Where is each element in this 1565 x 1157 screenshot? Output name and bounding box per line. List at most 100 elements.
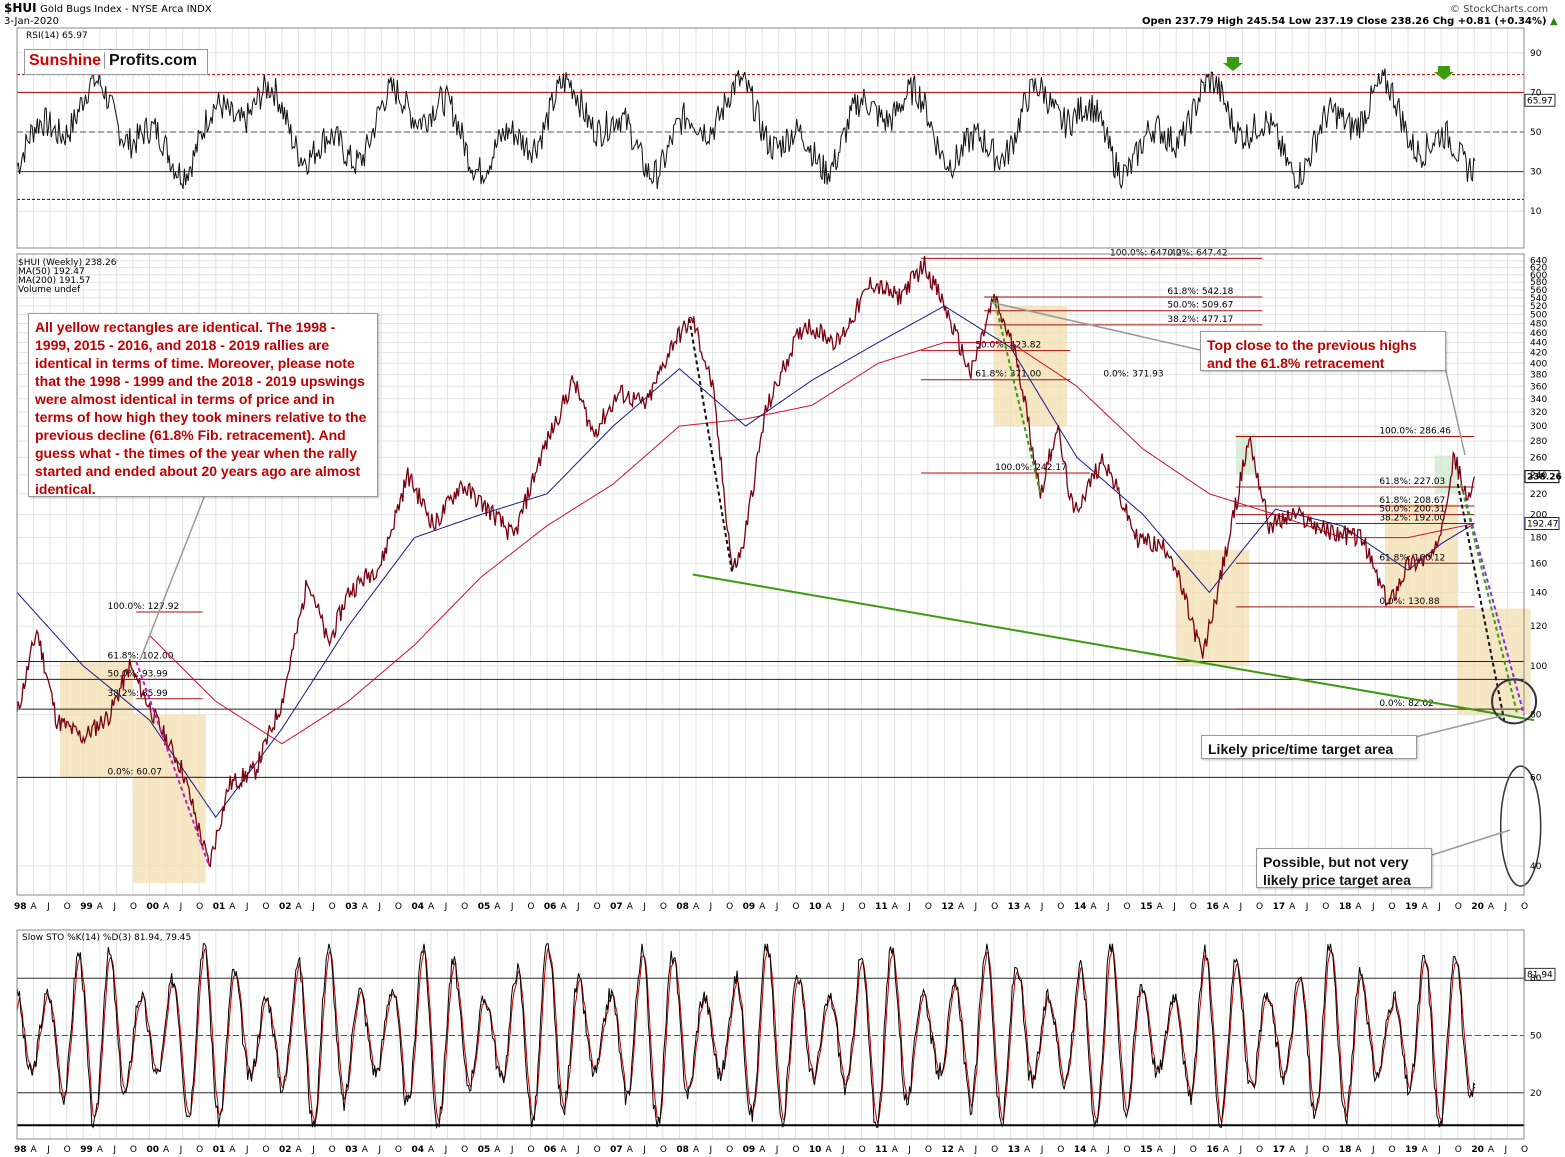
price-tick-label: 580 — [1530, 278, 1547, 288]
price-tick-label: 640 — [1530, 257, 1547, 267]
x-tick-label: 11 — [875, 1145, 888, 1155]
fib-label: 50.0%: 200.31 — [1379, 505, 1445, 515]
chart-header: $HUI Gold Bugs Index - NYSE Arca INDX — [4, 1, 212, 15]
x-tick-label: O — [1521, 1145, 1528, 1155]
x-tick-label: O — [329, 902, 336, 912]
x-tick-label: J — [1437, 1145, 1441, 1155]
x-tick-label: A — [1157, 1145, 1164, 1155]
x-tick-label: O — [1124, 1145, 1131, 1155]
x-tick-label: A — [627, 1145, 634, 1155]
x-tick-label: 15 — [1140, 902, 1153, 912]
time-window-rect — [132, 714, 206, 883]
x-tick-label: J — [245, 902, 249, 912]
x-tick-label: J — [112, 902, 116, 912]
x-tick-label: J — [709, 902, 713, 912]
sto-frame — [16, 929, 1525, 1140]
decline-dashed-purple — [135, 661, 211, 867]
x-tick-label: O — [726, 902, 733, 912]
last-price-box — [1524, 470, 1560, 484]
x-tick-label: A — [1090, 1145, 1097, 1155]
x-tick-label: 04 — [411, 1145, 424, 1155]
price-tick-label: 380 — [1530, 370, 1547, 380]
x-tick-label: A — [163, 902, 170, 912]
price-legend-entry: $HUI (Weekly) 238.26 — [18, 258, 117, 268]
x-tick-label: J — [1305, 1145, 1309, 1155]
x-tick-label: O — [527, 902, 534, 912]
watermark: © StockCharts.com — [1450, 4, 1549, 15]
price-tick-label: 420 — [1530, 349, 1547, 359]
x-tick-label: J — [841, 1145, 845, 1155]
x-tick-label: A — [560, 1145, 567, 1155]
callout-connector — [139, 494, 206, 661]
x-tick-label: J — [1172, 1145, 1176, 1155]
fib-label: 0.0%: 60.07 — [107, 767, 162, 777]
x-tick-label: J — [510, 1145, 514, 1155]
rsi-value-box — [1524, 93, 1556, 107]
x-tick-label: J — [1106, 1145, 1110, 1155]
fib-label: 0.0%: 130.88 — [1379, 597, 1440, 607]
x-tick-label: O — [262, 902, 269, 912]
axes: 9898AAJJOO9999AAJJOO0000AAJJOO0101AAJJOO… — [14, 27, 1547, 1155]
x-tick-label: A — [560, 902, 567, 912]
x-tick-label: 09 — [743, 902, 756, 912]
price-tick-label: 480 — [1530, 320, 1547, 330]
x-tick-label: 06 — [544, 902, 557, 912]
x-tick-label: 02 — [279, 1145, 292, 1155]
fib-label: 100.0%: 647.42 — [1110, 248, 1182, 258]
x-tick-label: O — [1322, 902, 1329, 912]
x-tick-label: A — [1090, 902, 1097, 912]
fib-label: 100.0%: 127.92 — [107, 602, 179, 612]
x-tick-label: A — [296, 1145, 303, 1155]
rsi-frame — [16, 27, 1525, 249]
x-tick-label: J — [576, 1145, 580, 1155]
price-tick-label: 540 — [1530, 294, 1547, 304]
x-tick-label: A — [494, 1145, 501, 1155]
sto-label: Slow STO %K(14) %D(3) 81.94, 79.45 — [22, 933, 191, 943]
x-tick-label: 05 — [478, 902, 491, 912]
x-tick-label: O — [792, 902, 799, 912]
x-tick-label: 18 — [1339, 1145, 1352, 1155]
x-tick-label: 17 — [1273, 902, 1286, 912]
rsi-line — [16, 67, 1476, 190]
x-tick-label: J — [775, 1145, 779, 1155]
fib-label: 0.0%: 647.42 — [1167, 248, 1227, 258]
x-tick-label: 05 — [478, 1145, 491, 1155]
ohlc-readout: Open 237.79 High 245.54 Low 237.19 Close… — [1142, 16, 1558, 27]
x-tick-label: A — [1355, 1145, 1362, 1155]
x-tick-label: A — [958, 1145, 965, 1155]
x-tick-label: O — [991, 1145, 998, 1155]
callout-connector — [1414, 714, 1506, 738]
fib-label: 38.2%: 477.17 — [1167, 315, 1233, 325]
sto-value-label: 81.94 — [1527, 970, 1553, 980]
rsi-tick-label: 90 — [1530, 49, 1542, 59]
rsi-tick-label: 70 — [1530, 88, 1542, 98]
x-tick-label: 16 — [1206, 1145, 1219, 1155]
price-tick-label: 280 — [1530, 437, 1547, 447]
ohlc-values: Open 237.79 High 245.54 Low 237.19 Close… — [1142, 16, 1547, 27]
price-tick-label: 400 — [1530, 359, 1547, 369]
x-tick-label: 01 — [213, 902, 226, 912]
x-tick-label: A — [627, 902, 634, 912]
last-price-label: 238.26 — [1527, 473, 1562, 483]
x-tick-label: A — [1289, 902, 1296, 912]
x-tick-label: A — [31, 1145, 38, 1155]
price-tick-label: 220 — [1530, 490, 1547, 500]
fib-label: 61.8%: 227.03 — [1379, 477, 1445, 487]
x-tick-label: 12 — [941, 1145, 954, 1155]
x-tick-label: 14 — [1074, 1145, 1087, 1155]
x-tick-label: A — [494, 902, 501, 912]
x-tick-label: J — [775, 902, 779, 912]
x-tick-label: O — [991, 902, 998, 912]
x-tick-label: O — [1190, 902, 1197, 912]
x-tick-label: 15 — [1140, 1145, 1153, 1155]
x-tick-label: J — [1040, 902, 1044, 912]
price-tick-label: 60 — [1530, 773, 1542, 783]
x-tick-label: J — [377, 1145, 381, 1155]
price-tick-label: 260 — [1530, 453, 1547, 463]
callout-possible: Possible, but not very likely price targ… — [1256, 848, 1432, 888]
x-tick-label: 16 — [1206, 902, 1219, 912]
price-tick-label: 240 — [1530, 471, 1547, 481]
rsi-tick-label: 50 — [1530, 128, 1542, 138]
x-tick-label: O — [329, 1145, 336, 1155]
